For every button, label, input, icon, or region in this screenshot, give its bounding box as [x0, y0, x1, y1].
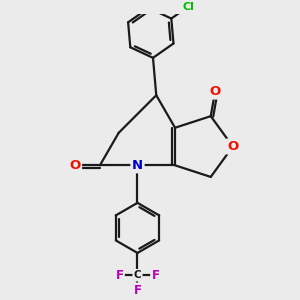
- Text: N: N: [132, 159, 143, 172]
- Text: O: O: [227, 140, 238, 153]
- Text: Cl: Cl: [182, 2, 194, 12]
- Text: C: C: [134, 270, 141, 280]
- Text: F: F: [116, 269, 123, 282]
- Text: F: F: [134, 284, 142, 297]
- Text: O: O: [69, 159, 80, 172]
- Text: O: O: [209, 85, 221, 98]
- Text: F: F: [152, 269, 160, 282]
